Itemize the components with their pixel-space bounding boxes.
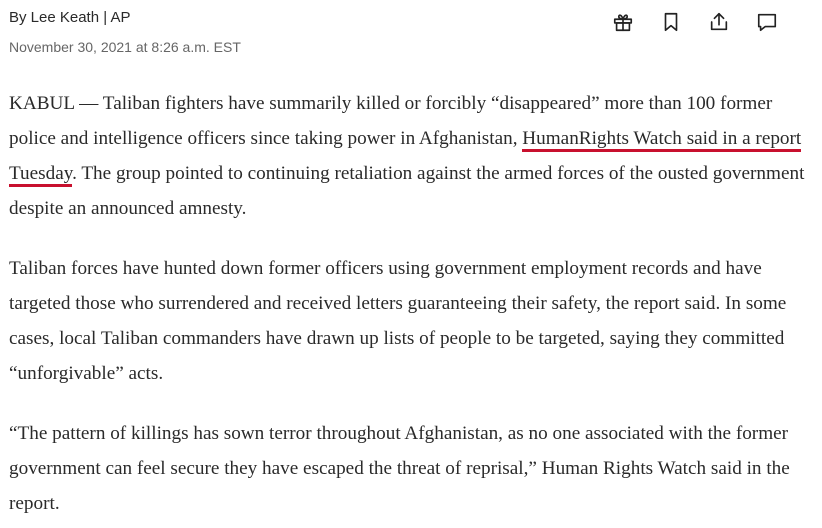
highlighted-text-report: Rights Watch said in a report Tuesday [9, 128, 802, 187]
article-paragraph-2: Taliban forces have hunted down former o… [9, 258, 787, 384]
article-paragraph-3: “The pattern of killings has sown terror… [9, 423, 790, 514]
share-button[interactable] [706, 10, 732, 34]
bookmark-icon [664, 12, 678, 32]
article-byline: By Lee Keath | AP [9, 9, 131, 26]
highlighted-text-human: Human [522, 128, 579, 152]
paragraph-1-text-end: . The group pointed to continuing retali… [9, 163, 805, 219]
article-timestamp: November 30, 2021 at 8:26 a.m. EST [9, 39, 241, 55]
comments-button[interactable] [754, 10, 780, 34]
gift-article-button[interactable] [610, 10, 636, 34]
paragraph-1-text-start: KABUL — Taliban fighters have summarily … [9, 93, 773, 149]
article-actions-toolbar [610, 10, 780, 34]
article-paragraph-1: KABUL — Taliban fighters have summarily … [9, 86, 809, 226]
gift-icon [613, 14, 633, 32]
article-body: KABUL — Taliban fighters have summarily … [9, 86, 809, 528]
bookmark-button[interactable] [658, 10, 684, 34]
comment-icon [757, 13, 777, 32]
share-icon [710, 12, 728, 31]
